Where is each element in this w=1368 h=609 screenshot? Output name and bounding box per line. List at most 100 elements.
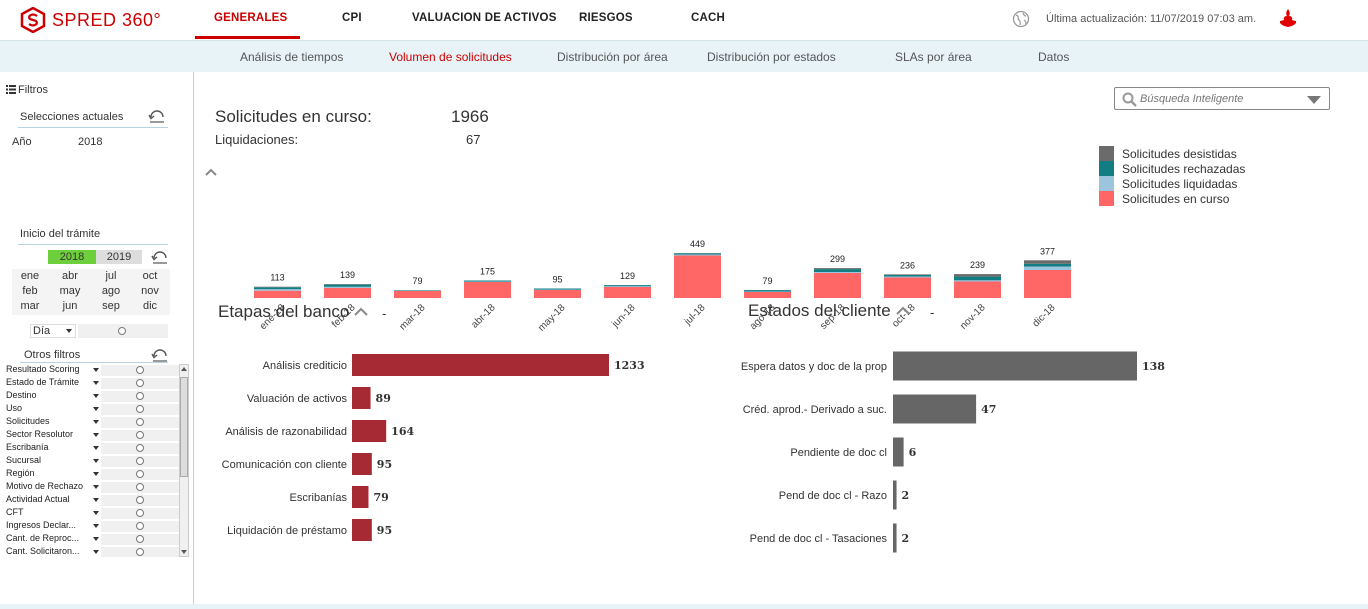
month-oct[interactable]: oct bbox=[142, 270, 158, 282]
filters-label[interactable]: Filtros bbox=[18, 84, 48, 96]
slider-handle[interactable] bbox=[136, 405, 144, 413]
bar-segment[interactable] bbox=[534, 290, 581, 298]
bar-segment[interactable] bbox=[534, 289, 581, 291]
nav-tab-generales[interactable]: GENERALES bbox=[214, 12, 288, 24]
subtab-distribucion-por-area[interactable]: Distribución por área bbox=[557, 50, 668, 64]
bar-segment[interactable] bbox=[744, 292, 791, 298]
date-range-slider[interactable] bbox=[78, 324, 168, 338]
bar-segment[interactable] bbox=[674, 253, 721, 255]
chevron-down-icon[interactable] bbox=[93, 407, 99, 411]
bar[interactable] bbox=[352, 519, 372, 541]
month-mar[interactable]: mar bbox=[20, 300, 40, 312]
bar-segment[interactable] bbox=[1024, 260, 1071, 264]
bar-segment[interactable] bbox=[954, 274, 1001, 277]
bar-segment[interactable] bbox=[604, 285, 651, 287]
filter-row[interactable]: Región bbox=[4, 468, 180, 481]
bar-segment[interactable] bbox=[464, 282, 511, 298]
bar-segment[interactable] bbox=[814, 273, 861, 298]
chevron-down-icon[interactable] bbox=[181, 550, 187, 554]
subtab-analisis-de-tiempos[interactable]: Análisis de tiempos bbox=[240, 50, 344, 64]
bar[interactable] bbox=[893, 351, 1137, 381]
filter-slider[interactable] bbox=[101, 404, 179, 415]
filter-row[interactable]: Actividad Actual bbox=[4, 494, 180, 507]
filter-label[interactable]: Solicitudes bbox=[6, 416, 50, 426]
collapse-chevron-icon[interactable] bbox=[205, 168, 217, 177]
filter-row[interactable]: Escribanía bbox=[4, 442, 180, 455]
filter-row[interactable]: CFT bbox=[4, 507, 180, 520]
chevron-down-icon[interactable] bbox=[93, 368, 99, 372]
subtab-slas-por-area[interactable]: SLAs por área bbox=[895, 50, 972, 64]
bar-segment[interactable] bbox=[674, 254, 721, 256]
filter-slider[interactable] bbox=[101, 469, 179, 480]
slider-handle[interactable] bbox=[136, 548, 144, 556]
bar[interactable] bbox=[352, 387, 371, 409]
chevron-down-icon[interactable] bbox=[93, 472, 99, 476]
chevron-down-icon[interactable] bbox=[1307, 96, 1321, 104]
filter-label[interactable]: Actividad Actual bbox=[6, 494, 70, 504]
chevron-down-icon[interactable] bbox=[93, 394, 99, 398]
subtab-datos[interactable]: Datos bbox=[1038, 50, 1070, 64]
reset-selections-icon[interactable] bbox=[148, 109, 165, 124]
chevron-down-icon[interactable] bbox=[93, 446, 99, 450]
filter-slider[interactable] bbox=[101, 495, 179, 506]
month-sep[interactable]: sep bbox=[102, 300, 120, 312]
slider-handle[interactable] bbox=[136, 535, 144, 543]
bar-segment[interactable] bbox=[674, 255, 721, 299]
filter-label[interactable]: Ingresos Declar... bbox=[6, 520, 77, 530]
filter-label[interactable]: Estado de Trámite bbox=[6, 377, 80, 387]
bar[interactable] bbox=[893, 394, 977, 424]
bar-segment[interactable] bbox=[254, 286, 301, 288]
filter-slider[interactable] bbox=[101, 391, 179, 402]
filter-label[interactable]: Uso bbox=[6, 403, 23, 413]
slider-handle[interactable] bbox=[136, 509, 144, 517]
subtab-distribucion-por-estados[interactable]: Distribución por estados bbox=[707, 50, 836, 64]
slider-handle[interactable] bbox=[136, 483, 144, 491]
chevron-down-icon[interactable] bbox=[93, 433, 99, 437]
slider-handle[interactable] bbox=[136, 444, 144, 452]
filter-slider[interactable] bbox=[101, 456, 179, 467]
subtab-volumen-de-solicitudes[interactable]: Volumen de solicitudes bbox=[389, 50, 512, 64]
filter-slider[interactable] bbox=[101, 482, 179, 493]
nav-tab-cpi[interactable]: CPI bbox=[342, 12, 362, 24]
filter-slider[interactable] bbox=[101, 417, 179, 428]
month-jul[interactable]: jul bbox=[105, 270, 117, 282]
filter-row[interactable]: Estado de Trámite bbox=[4, 377, 180, 390]
filter-slider[interactable] bbox=[101, 365, 179, 376]
filter-slider[interactable] bbox=[101, 534, 179, 545]
bar-segment[interactable] bbox=[884, 277, 931, 299]
filter-slider[interactable] bbox=[101, 547, 179, 557]
app-logo[interactable]: SPRED 360° bbox=[20, 7, 161, 33]
filter-row[interactable]: Sucursal bbox=[4, 455, 180, 468]
bar-segment[interactable] bbox=[954, 276, 1001, 281]
collapse-chevron-icon[interactable] bbox=[896, 306, 910, 315]
chevron-down-icon[interactable] bbox=[93, 459, 99, 463]
filter-slider[interactable] bbox=[101, 508, 179, 519]
month-may[interactable]: may bbox=[59, 285, 81, 297]
filter-label[interactable]: Cant. Solicitaron... bbox=[6, 546, 80, 556]
filter-slider[interactable] bbox=[101, 521, 179, 532]
chevron-down-icon[interactable] bbox=[93, 381, 99, 385]
bar-segment[interactable] bbox=[604, 287, 651, 298]
bar-segment[interactable] bbox=[1024, 263, 1071, 267]
slider-handle[interactable] bbox=[136, 392, 144, 400]
slider-handle[interactable] bbox=[136, 366, 144, 374]
bar-segment[interactable] bbox=[394, 291, 441, 298]
slider-handle[interactable] bbox=[136, 457, 144, 465]
bar[interactable] bbox=[893, 523, 897, 553]
bar[interactable] bbox=[352, 354, 609, 376]
bar-segment[interactable] bbox=[954, 280, 1001, 282]
filter-label[interactable]: CFT bbox=[6, 507, 24, 517]
chevron-down-icon[interactable] bbox=[93, 498, 99, 502]
filter-label[interactable]: Escribanía bbox=[6, 442, 49, 452]
bar-segment[interactable] bbox=[744, 290, 791, 292]
granularity-select[interactable]: Día bbox=[30, 324, 76, 338]
chevron-down-icon[interactable] bbox=[93, 524, 99, 528]
filter-row[interactable]: Ingresos Declar... bbox=[4, 520, 180, 533]
bar-segment[interactable] bbox=[884, 274, 931, 275]
bar-segment[interactable] bbox=[814, 272, 861, 273]
year-2019-button[interactable]: 2019 bbox=[96, 250, 142, 264]
slider-handle[interactable] bbox=[136, 379, 144, 387]
bar[interactable] bbox=[352, 420, 387, 442]
month-ago[interactable]: ago bbox=[101, 285, 121, 297]
filter-slider[interactable] bbox=[101, 378, 179, 389]
